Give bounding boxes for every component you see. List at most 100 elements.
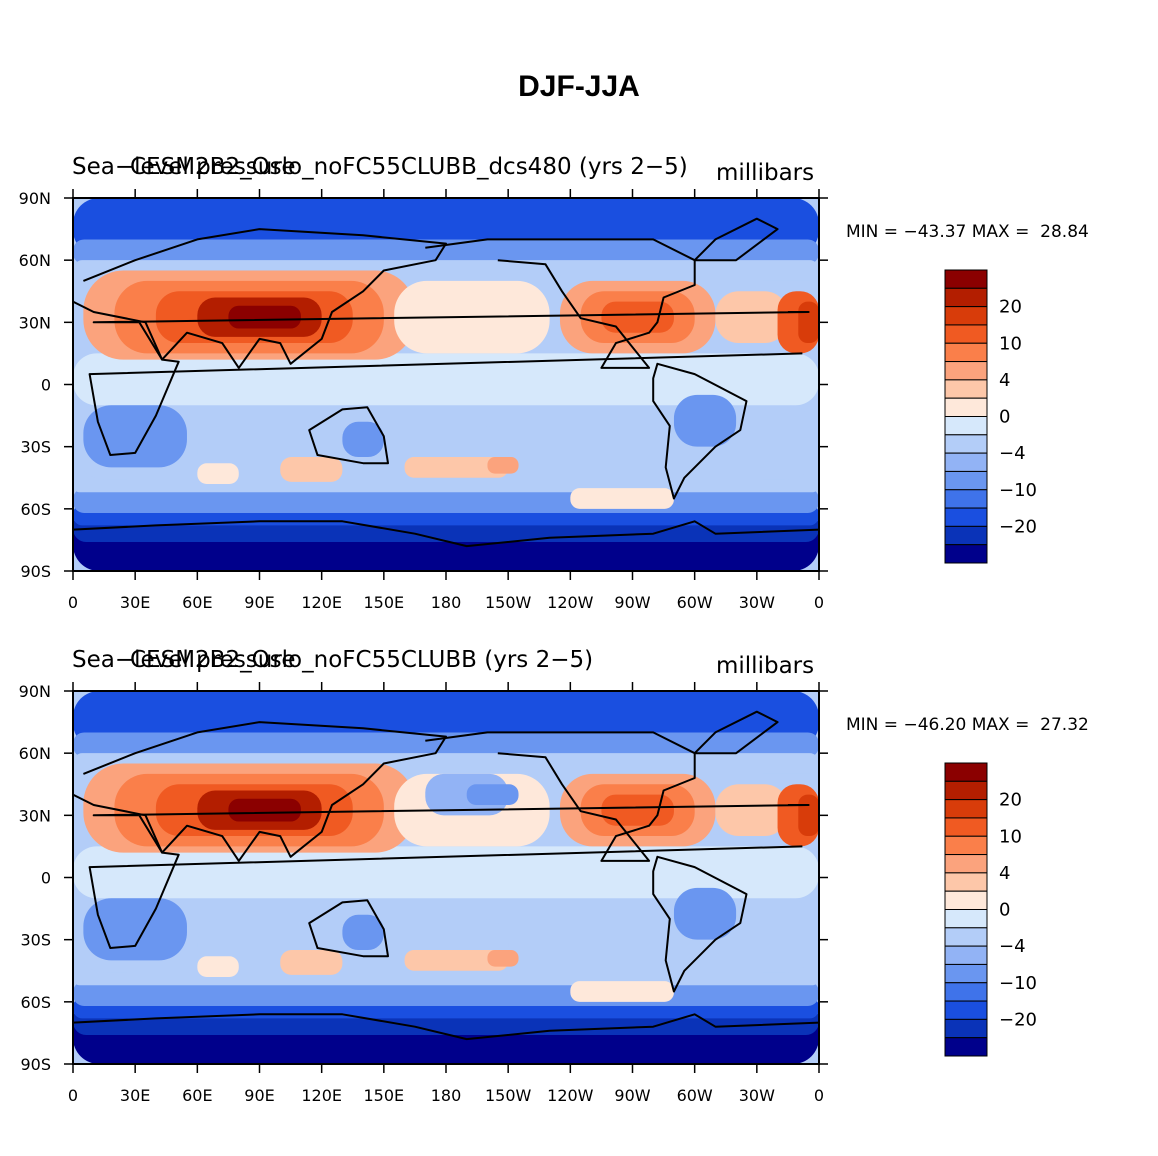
colorbar-box: [944, 854, 988, 874]
colorbar-box: [944, 872, 988, 892]
contour-band: [601, 301, 674, 333]
x-tick-label: 120E: [301, 593, 342, 612]
contour-band: [197, 463, 239, 484]
colorbar-box: [944, 452, 988, 472]
panel-units: millibars: [716, 160, 815, 186]
x-tick-label: 60W: [677, 593, 713, 612]
contour-band: [83, 898, 187, 961]
colorbar-label: −4: [999, 443, 1026, 464]
x-tick-label: 30W: [739, 593, 775, 612]
contour-band: [570, 981, 674, 1002]
contour-band: [466, 784, 519, 805]
contour-field: [73, 691, 819, 1064]
x-tick-label: 60E: [182, 1086, 212, 1105]
min-max-label: MIN = −43.37 MAX = 28.84: [846, 222, 1089, 242]
coastline: [693, 217, 779, 262]
contour-band: [228, 305, 301, 329]
colorbar-box: [944, 525, 988, 546]
contour-band: [715, 291, 788, 344]
coastline: [652, 855, 748, 993]
colorbar-label: 0: [999, 407, 1010, 428]
colorbar-box: [944, 890, 988, 910]
colorbar-box: [944, 507, 988, 527]
colorbar-box: [944, 982, 988, 1002]
contour-band: [197, 956, 239, 977]
y-tick-label: 0: [41, 376, 51, 395]
x-tick-label: 60E: [182, 593, 212, 612]
contour-band: [280, 457, 343, 482]
colorbar-box: [944, 1000, 988, 1020]
contour-band: [342, 421, 384, 458]
coastline: [73, 1013, 819, 1041]
contour-band: [798, 794, 819, 837]
colorbar-label: −10: [999, 480, 1037, 501]
y-tick-label: 30N: [19, 806, 51, 825]
contour-band: [570, 488, 674, 509]
x-tick-label: 150W: [485, 593, 532, 612]
coastline: [73, 721, 447, 862]
y-tick-label: 60S: [20, 993, 51, 1012]
coastline: [652, 362, 748, 500]
x-tick-label: 150E: [364, 593, 405, 612]
colorbar-label: 4: [999, 863, 1010, 884]
colorbar-label: 20: [999, 297, 1022, 318]
contour-band: [673, 887, 737, 940]
contour-band: [73, 732, 819, 758]
y-tick-label: 90N: [19, 682, 51, 701]
contour-band: [228, 798, 301, 822]
contour-band: [487, 950, 519, 967]
colorbar-box: [944, 324, 988, 344]
colorbar-box: [944, 434, 988, 454]
x-tick-label: 180: [431, 1086, 462, 1105]
coastline: [693, 710, 779, 755]
contour-field: [73, 198, 819, 571]
x-tick-label: 90E: [244, 593, 274, 612]
x-tick-label: 120E: [301, 1086, 342, 1105]
panel-case-title: CESM2B2_Oslo_noFC55CLUBB_dcs480 (yrs 2−5…: [130, 154, 688, 180]
colorbar-box: [944, 945, 988, 965]
panel-case-title: CESM2B2_Oslo_noFC55CLUBB (yrs 2−5): [130, 647, 594, 673]
contour-band: [73, 477, 819, 493]
colorbar-box: [944, 287, 988, 308]
colorbar-box: [944, 927, 988, 947]
x-tick-label: 0: [814, 1086, 824, 1105]
colorbar-box: [944, 1018, 988, 1039]
x-tick-label: 60W: [677, 1086, 713, 1105]
panel-variable-title: Sea−level pressure: [72, 154, 296, 180]
y-tick-label: 60S: [20, 500, 51, 519]
colorbar-box: [944, 1037, 988, 1057]
y-tick-label: 90N: [19, 189, 51, 208]
y-tick-label: 60N: [19, 744, 51, 763]
y-tick-label: 30N: [19, 313, 51, 332]
x-tick-label: 150E: [364, 1086, 405, 1105]
colorbar-box: [944, 269, 988, 289]
min-max-label: MIN = −46.20 MAX = 27.32: [846, 715, 1089, 735]
colorbar-box: [944, 835, 988, 856]
coastline: [425, 731, 696, 862]
contour-band: [673, 394, 737, 447]
coastline: [73, 520, 819, 548]
contour-band: [487, 457, 519, 474]
contour-band: [73, 970, 819, 986]
panel-bottom: Sea−level pressure CESM2B2_Oslo_noFC55CL…: [0, 643, 1158, 1113]
x-tick-label: 90W: [614, 593, 650, 612]
contour-band: [73, 239, 819, 265]
colorbar-box: [944, 963, 988, 984]
contour-band: [73, 353, 819, 406]
x-tick-label: 120W: [547, 593, 594, 612]
x-tick-label: 120W: [547, 1086, 594, 1105]
colorbar-label: 10: [999, 826, 1022, 847]
x-tick-label: 0: [68, 593, 78, 612]
contour-band: [404, 457, 509, 478]
main-title: DJF-JJA: [518, 70, 640, 103]
x-tick-label: 30E: [120, 1086, 150, 1105]
colorbar-box: [944, 544, 988, 564]
colorbar-label: 20: [999, 790, 1022, 811]
y-tick-label: 60N: [19, 251, 51, 270]
x-tick-label: 30W: [739, 1086, 775, 1105]
colorbar-label: −10: [999, 973, 1037, 994]
coastline: [73, 228, 447, 369]
colorbar-label: −20: [999, 516, 1037, 537]
colorbar-label: −4: [999, 936, 1026, 957]
x-tick-label: 0: [68, 1086, 78, 1105]
